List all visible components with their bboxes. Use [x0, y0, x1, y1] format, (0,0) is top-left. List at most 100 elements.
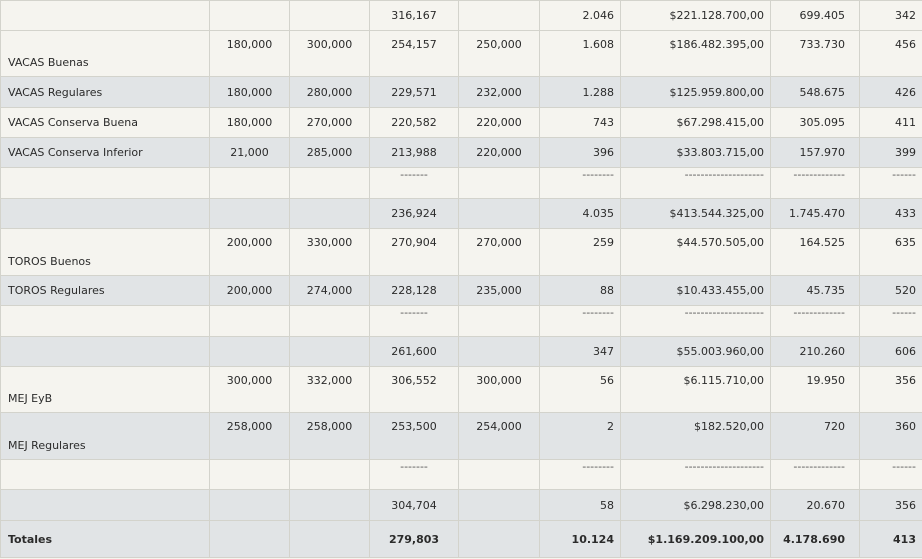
- row-label-cell: TOROS Buenos: [0, 228, 210, 276]
- value-cell-c3: 270,904: [369, 228, 459, 276]
- table-row: VACAS Buenas 180,000 300,000 254,157 250,000…: [0, 30, 922, 77]
- value-cell-c8: 413: [859, 520, 922, 558]
- value-cell-c8: ------: [859, 305, 922, 337]
- value-cell-c1: [209, 520, 290, 558]
- value-cell-c3: -------: [369, 305, 459, 337]
- row-label-cell: [0, 336, 210, 367]
- value-cell-c2: 270,000: [289, 107, 370, 138]
- value-cell-c5: 88: [539, 275, 621, 306]
- value-cell-c4: [458, 0, 540, 31]
- value-cell-c1: [209, 489, 290, 521]
- value-cell-c1: [209, 167, 290, 199]
- row-label-cell: [0, 198, 210, 229]
- value-cell-c4: 254,000: [458, 412, 540, 460]
- value-cell-c8: 399: [859, 137, 922, 168]
- value-cell-c2: [289, 198, 370, 229]
- value-cell-c8: 635: [859, 228, 922, 276]
- separator-row: ------- -------- -------------------- -----…: [0, 305, 922, 337]
- row-label-cell: MEJ EyB: [0, 366, 210, 413]
- value-cell-c6: $1.169.209.100,00: [620, 520, 771, 558]
- value-cell-c7: -------------: [770, 167, 860, 199]
- value-cell-c1: [209, 336, 290, 367]
- value-cell-c5: 10.124: [539, 520, 621, 558]
- row-label-cell: [0, 459, 210, 490]
- value-cell-c8: ------: [859, 167, 922, 199]
- value-cell-c2: [289, 0, 370, 31]
- value-cell-c8: 411: [859, 107, 922, 138]
- value-cell-c1: 180,000: [209, 76, 290, 108]
- value-cell-c1: [209, 459, 290, 490]
- value-cell-c1: 180,000: [209, 107, 290, 138]
- separator-row: ------- -------- -------------------- -----…: [0, 167, 922, 199]
- value-cell-c4: [458, 198, 540, 229]
- value-cell-c7: 19.950: [770, 366, 860, 413]
- value-cell-c2: [289, 305, 370, 337]
- value-cell-c1: 200,000: [209, 275, 290, 306]
- value-cell-c3: 304,704: [369, 489, 459, 521]
- value-cell-c3: 220,582: [369, 107, 459, 138]
- value-cell-c2: 300,000: [289, 30, 370, 77]
- value-cell-c3: -------: [369, 459, 459, 490]
- value-cell-c4: [458, 336, 540, 367]
- table-row: MEJ EyB 300,000 332,000 306,552 300,000 56 $6.…: [0, 366, 922, 413]
- value-cell-c1: 258,000: [209, 412, 290, 460]
- value-cell-c1: [209, 0, 290, 31]
- value-cell-c1: 300,000: [209, 366, 290, 413]
- value-cell-c3: 279,803: [369, 520, 459, 558]
- value-cell-c5: --------: [539, 167, 621, 199]
- value-cell-c1: 200,000: [209, 228, 290, 276]
- value-cell-c5: 2: [539, 412, 621, 460]
- value-cell-c5: 1.288: [539, 76, 621, 108]
- value-cell-c5: 4.035: [539, 198, 621, 229]
- totals-row: Totales 279,803 10.124 $1.169.209.100,00 4.1…: [0, 520, 922, 558]
- value-cell-c7: 157.970: [770, 137, 860, 168]
- value-cell-c3: 254,157: [369, 30, 459, 77]
- value-cell-c7: 210.260: [770, 336, 860, 367]
- value-cell-c5: 259: [539, 228, 621, 276]
- value-cell-c3: 316,167: [369, 0, 459, 31]
- value-cell-c6: $182.520,00: [620, 412, 771, 460]
- value-cell-c2: 330,000: [289, 228, 370, 276]
- value-cell-c7: 699.405: [770, 0, 860, 31]
- value-cell-c8: 426: [859, 76, 922, 108]
- value-cell-c1: 180,000: [209, 30, 290, 77]
- value-cell-c8: 456: [859, 30, 922, 77]
- value-cell-c1: [209, 198, 290, 229]
- value-cell-c2: 274,000: [289, 275, 370, 306]
- table-row: 261,600 347 $55.003.960,00 210.260 606: [0, 336, 922, 367]
- value-cell-c5: --------: [539, 305, 621, 337]
- value-cell-c2: 258,000: [289, 412, 370, 460]
- value-cell-c7: 45.735: [770, 275, 860, 306]
- value-cell-c6: $413.544.325,00: [620, 198, 771, 229]
- value-cell-c5: 56: [539, 366, 621, 413]
- row-label-cell: TOROS Regulares: [0, 275, 210, 306]
- value-cell-c4: [458, 520, 540, 558]
- value-cell-c5: 347: [539, 336, 621, 367]
- value-cell-c4: 300,000: [458, 366, 540, 413]
- value-cell-c7: 305.095: [770, 107, 860, 138]
- value-cell-c5: --------: [539, 459, 621, 490]
- value-cell-c8: ------: [859, 459, 922, 490]
- value-cell-c6: $55.003.960,00: [620, 336, 771, 367]
- value-cell-c8: 433: [859, 198, 922, 229]
- table-row: TOROS Regulares 200,000 274,000 228,128 235,…: [0, 275, 922, 306]
- table-row: VACAS Conserva Inferior 21,000 285,000 213,…: [0, 137, 922, 168]
- value-cell-c6: $186.482.395,00: [620, 30, 771, 77]
- value-cell-c6: --------------------: [620, 459, 771, 490]
- value-cell-c6: --------------------: [620, 167, 771, 199]
- value-cell-c3: 213,988: [369, 137, 459, 168]
- value-cell-c8: 360: [859, 412, 922, 460]
- value-cell-c6: $10.433.455,00: [620, 275, 771, 306]
- table-row: MEJ Regulares 258,000 258,000 253,500 254,00…: [0, 412, 922, 460]
- value-cell-c2: [289, 459, 370, 490]
- value-cell-c3: 236,924: [369, 198, 459, 229]
- row-label-cell: [0, 167, 210, 199]
- value-cell-c1: 21,000: [209, 137, 290, 168]
- value-cell-c5: 2.046: [539, 0, 621, 31]
- value-cell-c2: [289, 336, 370, 367]
- value-cell-c4: [458, 459, 540, 490]
- separator-row: ------- -------- -------------------- -----…: [0, 459, 922, 490]
- value-cell-c8: 520: [859, 275, 922, 306]
- value-cell-c2: [289, 489, 370, 521]
